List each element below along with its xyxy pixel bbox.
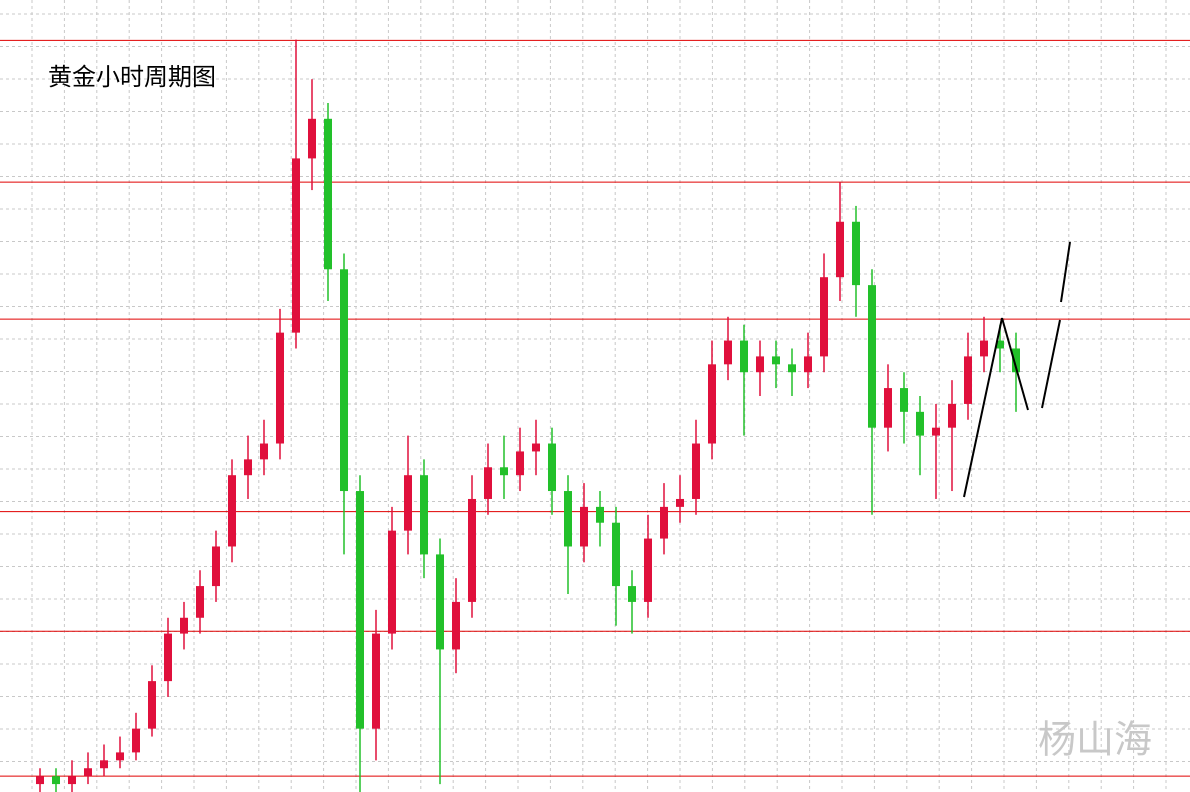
candle-body bbox=[644, 538, 652, 602]
candle-body bbox=[948, 403, 956, 428]
candle-body bbox=[932, 427, 940, 436]
candle-body bbox=[580, 506, 588, 547]
candle-body bbox=[244, 459, 252, 476]
candle-body bbox=[292, 158, 300, 333]
candle-body bbox=[148, 681, 156, 729]
candle-body bbox=[36, 776, 44, 785]
candle-body bbox=[52, 776, 60, 785]
candle-body bbox=[916, 411, 924, 436]
candle-body bbox=[468, 498, 476, 602]
candle-body bbox=[836, 221, 844, 278]
candle-body bbox=[660, 506, 668, 539]
candle-body bbox=[756, 356, 764, 373]
candle-body bbox=[900, 388, 908, 412]
candle-body bbox=[804, 356, 812, 373]
candle-body bbox=[724, 340, 732, 365]
candle-body bbox=[324, 118, 332, 270]
chart-title: 黄金小时周期图 bbox=[48, 63, 216, 91]
candle-body bbox=[452, 601, 460, 650]
candle-body bbox=[708, 364, 716, 444]
candle-body bbox=[84, 768, 92, 777]
candle-body bbox=[692, 443, 700, 499]
trend-line bbox=[1060, 241, 1071, 303]
candle-body bbox=[116, 752, 124, 761]
candle-body bbox=[372, 633, 380, 729]
candle-body bbox=[532, 443, 540, 452]
candle-body bbox=[980, 340, 988, 357]
candle-body bbox=[356, 491, 364, 729]
candle-body bbox=[772, 356, 780, 365]
trend-line bbox=[1001, 317, 1029, 411]
candle-body bbox=[196, 586, 204, 618]
candle-body bbox=[228, 475, 236, 547]
candle-body bbox=[308, 118, 316, 159]
candle-body bbox=[404, 475, 412, 531]
candle-body bbox=[260, 443, 268, 460]
candle-body bbox=[564, 491, 572, 547]
candle-body bbox=[132, 728, 140, 753]
trend-lines bbox=[963, 241, 1071, 498]
candle-body bbox=[868, 285, 876, 428]
candle-body bbox=[276, 332, 284, 444]
candle-body bbox=[212, 546, 220, 587]
candle-body bbox=[340, 269, 348, 492]
candle-body bbox=[996, 340, 1004, 349]
candle-body bbox=[500, 467, 508, 476]
candle-body bbox=[612, 522, 620, 587]
trend-line bbox=[963, 317, 1003, 498]
candle-body bbox=[420, 475, 428, 555]
candle-body bbox=[964, 356, 972, 404]
candle-body bbox=[820, 277, 828, 357]
candle-body bbox=[100, 760, 108, 769]
candle-body bbox=[740, 340, 748, 373]
candle-body bbox=[436, 554, 444, 650]
watermark: 杨山海 bbox=[1038, 718, 1152, 762]
candle-body bbox=[1012, 348, 1020, 373]
candle-body bbox=[180, 617, 188, 634]
candle-body bbox=[548, 443, 556, 492]
candle-body bbox=[388, 530, 396, 634]
trend-line bbox=[1041, 319, 1061, 409]
candle-body bbox=[884, 388, 892, 428]
candle-body bbox=[628, 586, 636, 602]
candle-body bbox=[676, 498, 684, 507]
candles bbox=[36, 39, 1020, 792]
candle-body bbox=[596, 506, 604, 523]
candle-body bbox=[788, 364, 796, 373]
candle-body bbox=[516, 451, 524, 476]
candle-body bbox=[164, 633, 172, 682]
candle-body bbox=[484, 467, 492, 499]
levels bbox=[0, 39, 1190, 777]
candle-body bbox=[68, 776, 76, 785]
candle-body bbox=[852, 221, 860, 286]
